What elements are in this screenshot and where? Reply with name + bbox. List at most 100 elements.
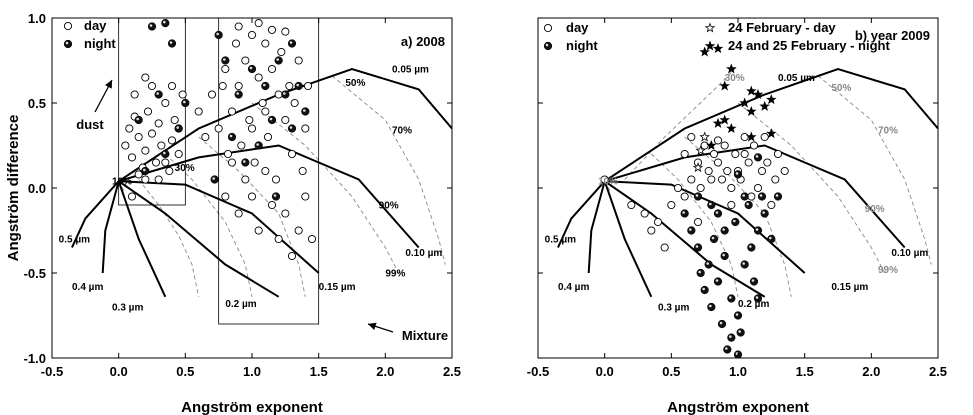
series-1-point-2 bbox=[693, 243, 703, 252]
series-0-point-19 bbox=[731, 149, 740, 159]
series-0-point-16 bbox=[174, 149, 183, 159]
series-0-point-42 bbox=[254, 73, 263, 82]
series-0-point-57 bbox=[303, 81, 313, 91]
grid-labels-b: 0.5 µm 0.4 µm 0.3 µm 0.2 µm 0.15 µm 0.10 µm 0.… bbox=[545, 73, 929, 313]
series-1-point-24 bbox=[773, 192, 783, 201]
series-0-point-47 bbox=[271, 175, 281, 184]
series-0-point-34 bbox=[640, 209, 649, 218]
series-0-point-40 bbox=[247, 30, 257, 40]
series-0-point-12 bbox=[161, 98, 170, 108]
series-1-point-22 bbox=[760, 209, 769, 218]
size-label-1: 0.4 µm bbox=[558, 282, 589, 293]
x-tick-label-3: 1.0 bbox=[729, 364, 747, 379]
scatter-points-a bbox=[121, 19, 317, 261]
size-curve-0 bbox=[557, 180, 606, 248]
series-3-point-12 bbox=[726, 122, 737, 134]
series-0-point-14 bbox=[713, 158, 723, 167]
series-0-point-20 bbox=[141, 175, 150, 184]
series-0-point-52 bbox=[287, 149, 297, 159]
series-1-point-14 bbox=[274, 56, 283, 65]
fraction-label-0: 10% bbox=[598, 177, 618, 188]
fraction-curve-5 bbox=[817, 75, 932, 265]
panel-a: 0.5 µm 0.4 µm 0.3 µm 0.2 µm 0.15 µm 0.10 µm 0.… bbox=[5, 11, 461, 415]
series-0-point-69 bbox=[307, 234, 317, 244]
series-0-point-30 bbox=[767, 200, 776, 210]
series-0-point-21 bbox=[147, 81, 157, 91]
series-1-point-17 bbox=[744, 200, 753, 210]
series-0-point-1 bbox=[653, 217, 663, 227]
series-0-point-31 bbox=[771, 175, 780, 184]
series-0-point-14 bbox=[167, 136, 177, 145]
series-1-point-6 bbox=[707, 302, 716, 312]
series-0-point-30 bbox=[207, 90, 217, 99]
panel-label-b: b) year 2009 bbox=[855, 28, 930, 43]
size-label-2: 0.3 µm bbox=[112, 302, 143, 313]
series-0-point-50 bbox=[281, 115, 290, 125]
size-label-5: 0.10 µm bbox=[891, 248, 928, 259]
series-1-point-0 bbox=[680, 209, 689, 218]
series-1-point-11 bbox=[723, 345, 732, 354]
series-0-point-78 bbox=[281, 27, 290, 36]
series-1-point-16 bbox=[287, 124, 297, 133]
size-curve-6 bbox=[604, 67, 938, 183]
size-label-3: 0.2 µm bbox=[225, 299, 256, 310]
series-0-point-43 bbox=[258, 98, 267, 108]
series-1-point-8 bbox=[713, 277, 723, 286]
size-label-6: 0.05 µm bbox=[778, 73, 815, 84]
x-tick-label-2: 0.5 bbox=[662, 364, 680, 379]
series-1-point-22 bbox=[271, 192, 281, 201]
series-0-point-39 bbox=[627, 200, 636, 210]
series-0-point-23 bbox=[161, 158, 170, 167]
size-curve-3 bbox=[604, 180, 766, 298]
series-0-point-24 bbox=[130, 90, 139, 99]
series-3-point-14 bbox=[766, 128, 777, 139]
dust-arrow bbox=[94, 79, 113, 113]
series-1-point-13 bbox=[731, 217, 740, 227]
series-1-point-26 bbox=[707, 200, 716, 210]
series-0-point-15 bbox=[717, 175, 727, 184]
fraction-label-3: 70% bbox=[878, 126, 898, 137]
series-0-point-0 bbox=[121, 141, 130, 150]
series-0-point-9 bbox=[696, 183, 705, 193]
series-0-point-61 bbox=[254, 226, 263, 235]
size-curve-5 bbox=[604, 144, 906, 249]
series-1-point-4 bbox=[167, 39, 177, 48]
x-tick-label-1: 0.0 bbox=[596, 364, 614, 379]
legend-marker-2 bbox=[704, 22, 716, 33]
fraction-label-5: 99% bbox=[878, 265, 898, 276]
region-boxes bbox=[94, 17, 394, 333]
series-0-point-18 bbox=[727, 183, 736, 193]
series-0-point-12 bbox=[707, 175, 716, 184]
legend-a: day night bbox=[63, 18, 116, 51]
series-1-point-19 bbox=[241, 158, 250, 167]
series-1-point-28 bbox=[740, 192, 749, 201]
size-curve-3 bbox=[118, 180, 280, 298]
y-tick-label-4: 1.0 bbox=[28, 11, 46, 26]
axis-ticks-a: -0.5 0.0 0.5 1.0 1.5 2.0 2.5-1.0-0.50.00.51.0 bbox=[24, 11, 461, 379]
series-1-point-33 bbox=[733, 170, 743, 179]
series-0-point-25 bbox=[749, 141, 759, 150]
series-0-point-70 bbox=[247, 124, 257, 133]
series-0-point-63 bbox=[267, 200, 277, 210]
series-0-point-67 bbox=[294, 226, 303, 235]
fraction-label-4: 90% bbox=[865, 204, 885, 215]
fraction-label-5: 99% bbox=[385, 268, 405, 279]
series-1-point-0 bbox=[147, 22, 157, 31]
x-tick-label-4: 1.5 bbox=[796, 364, 814, 379]
series-2-point-0 bbox=[699, 131, 710, 142]
series-0-point-36 bbox=[693, 217, 703, 227]
series-1-point-6 bbox=[141, 166, 150, 176]
series-0-point-4 bbox=[673, 183, 683, 193]
series-0-point-24 bbox=[747, 192, 756, 201]
x-tick-label-0: -0.5 bbox=[41, 364, 63, 379]
series-0-point-28 bbox=[194, 107, 203, 116]
series-1-point-31 bbox=[753, 294, 763, 303]
series-0-point-5 bbox=[680, 192, 689, 201]
fraction-label-2: 50% bbox=[345, 78, 365, 89]
series-0-point-22 bbox=[154, 175, 163, 184]
series-0-point-35 bbox=[231, 39, 241, 48]
series-3-point-4 bbox=[739, 97, 750, 108]
series-1-point-20 bbox=[753, 226, 763, 235]
series-0-point-29 bbox=[763, 158, 772, 167]
series-3-point-7 bbox=[759, 100, 770, 111]
